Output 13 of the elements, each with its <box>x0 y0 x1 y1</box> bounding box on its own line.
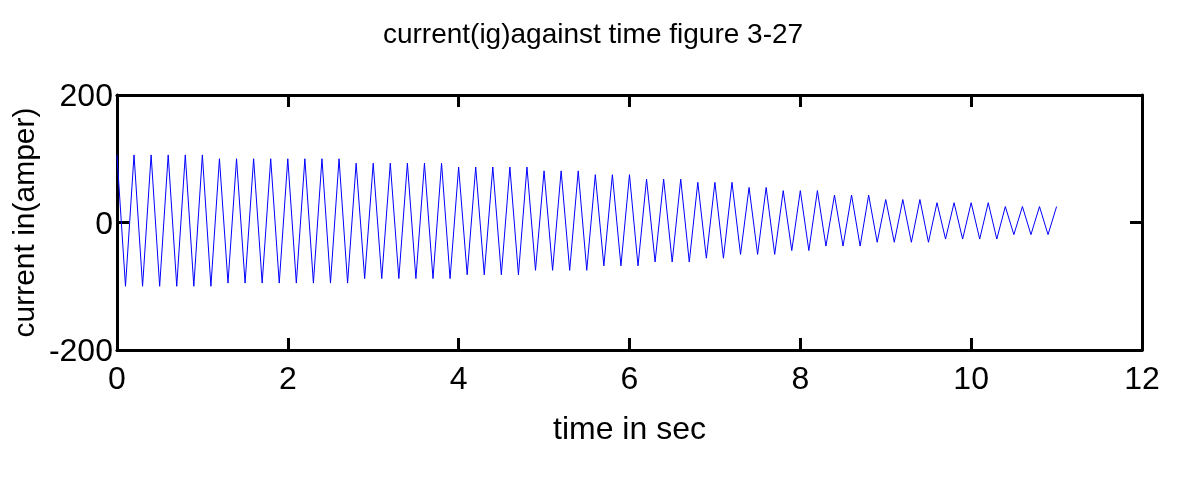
line-series <box>116 154 1058 287</box>
x-tick-label: 10 <box>953 360 989 396</box>
x-tick-label: 8 <box>791 360 810 396</box>
y-tick-label: -200 <box>48 332 113 368</box>
chart-title: current(ig)against time figure 3-27 <box>382 17 804 49</box>
x-tick-label: 4 <box>449 360 468 396</box>
x-tick-label: 2 <box>278 360 297 396</box>
x-axis-title: time in sec <box>553 410 706 446</box>
x-tick-label: 12 <box>1124 360 1160 396</box>
y-axis-title: current in(amper) <box>6 107 40 338</box>
y-tick-label: 200 <box>59 77 113 113</box>
x-tick-label: 6 <box>620 360 639 396</box>
y-tick-label: 0 <box>95 204 113 241</box>
